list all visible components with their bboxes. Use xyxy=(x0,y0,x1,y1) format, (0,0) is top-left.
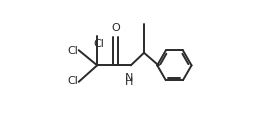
Text: Cl: Cl xyxy=(67,46,78,56)
Text: Cl: Cl xyxy=(93,39,104,49)
Text: Cl: Cl xyxy=(67,76,78,86)
Text: N: N xyxy=(125,73,133,83)
Text: O: O xyxy=(111,23,120,33)
Text: H: H xyxy=(125,77,133,87)
